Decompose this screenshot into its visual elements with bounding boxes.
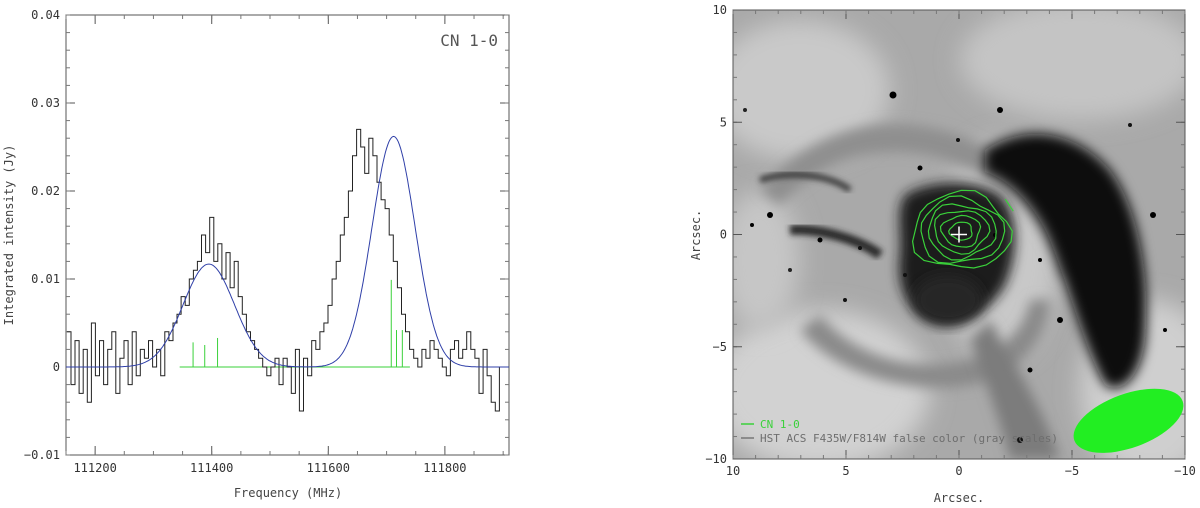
y-tick-label-1: 0: [53, 360, 60, 374]
cn-contours: [911, 189, 1014, 269]
cn-contour-3: [933, 210, 991, 255]
map-x-axis-label: Arcsec.: [934, 491, 985, 505]
y-tick-label-4: 0.03: [31, 96, 60, 110]
map-y-tick-label-4: 10: [713, 3, 727, 17]
beam-ellipse: [1073, 388, 1184, 453]
map-y-tick-label-1: −5: [713, 340, 727, 354]
x-tick-label-1: 111400: [190, 461, 233, 475]
y-tick-label-0: −0.01: [24, 448, 60, 462]
map-legend: CN 1-0 HST ACS F435W/F814W false color (…: [741, 418, 1058, 445]
cn-contour-4: [939, 214, 982, 248]
x-tick-label-3: 111800: [423, 461, 466, 475]
spectrum-frame: [65, 14, 510, 456]
cn-contour-0: [911, 189, 1013, 269]
x-tick-label-0: 111200: [73, 461, 116, 475]
map-y-tick-label-0: −10: [705, 452, 727, 466]
cn-contour-fragment: [1004, 198, 1014, 212]
map-x-tick-label-1: 5: [842, 464, 849, 478]
cn-contour-1: [920, 195, 1006, 264]
map-x-tick-label-0: 10: [726, 464, 740, 478]
map-y-axis-label: Arcsec.: [689, 210, 703, 261]
x-tick-label-2: 111600: [307, 461, 350, 475]
map-x-tick-label-4: −10: [1174, 464, 1196, 478]
cn-contour-2: [927, 203, 997, 261]
y-tick-label-5: 0.04: [31, 8, 60, 22]
map-x-tick-label-3: −5: [1065, 464, 1079, 478]
map-y-tick-label-3: 5: [720, 115, 727, 129]
map-panel: 10 5 0 −5 −10 −10 −5 0 5 10 CN 1-0 HST ACS F435W/…: [689, 3, 1196, 505]
map-x-tick-label-2: 0: [955, 464, 962, 478]
gaussian-fit-line: [66, 135, 509, 368]
spectrum-histogram: [66, 128, 504, 412]
y-tick-label-2: 0.01: [31, 272, 60, 286]
spectrum-panel: 111200 111400 111600 111800 −0.01 0 0.01 0.02 0.…: [2, 8, 510, 500]
spectrum-y-axis-label: Integrated intensity (Jy): [2, 145, 16, 326]
legend-label-cn: CN 1-0: [760, 418, 800, 431]
legend-label-hst: HST ACS F435W/F814W false color (gray sc…: [760, 432, 1058, 445]
y-tick-label-3: 0.02: [31, 184, 60, 198]
map-y-tick-label-2: 0: [720, 228, 727, 242]
spectrum-x-axis-label: Frequency (MHz): [234, 486, 342, 500]
spectrum-title: CN 1-0: [440, 31, 498, 50]
cn-contour-5: [948, 221, 973, 241]
center-cross-icon: [951, 226, 967, 243]
